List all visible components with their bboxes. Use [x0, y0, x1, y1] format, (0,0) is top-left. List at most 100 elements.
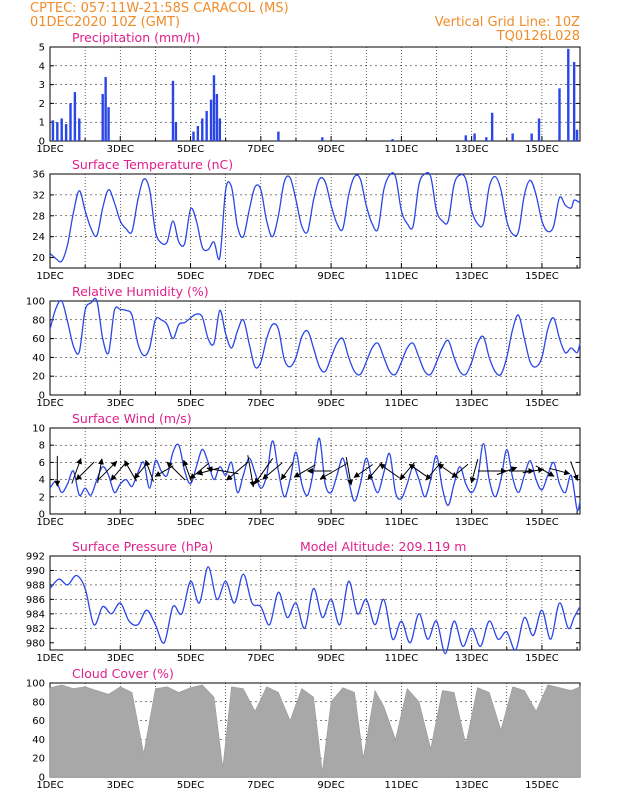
precip-bar	[485, 137, 488, 141]
cloud-xtick-label: 1DEC	[36, 780, 63, 791]
wind-arrow	[189, 462, 210, 480]
cloud-ytick-label: 20	[32, 754, 45, 765]
wind-xtick-label: 11DEC	[385, 517, 419, 528]
precip-bar	[511, 133, 514, 141]
cloud-xtick-label: 15DEC	[525, 780, 559, 791]
wind-arrow	[522, 467, 545, 474]
precip-title: Precipitation (mm/h)	[72, 30, 200, 45]
wind-xtick-label: 13DEC	[455, 517, 489, 528]
precip-bar	[196, 125, 200, 141]
precip-xtick-label: 11DEC	[385, 144, 419, 155]
pressure-panel: Surface Pressure (hPa) Model Altitude: 20…	[26, 539, 581, 664]
cloud-ytick-label: 80	[32, 697, 45, 708]
wind-line	[49, 437, 581, 512]
precip-bar	[51, 120, 55, 141]
rh-ytick-label: 80	[32, 315, 45, 326]
pressure-ytick-label: 980	[26, 638, 45, 649]
precip-bar	[69, 103, 72, 141]
pressure-xtick-label: 9DEC	[317, 653, 344, 664]
wind-arrow	[75, 461, 95, 481]
rh-panel: Relative Humidity (%) 0 20 40 60 80 100 1DEC 3DE…	[26, 284, 581, 409]
temp-xtick-label: 15DEC	[525, 271, 559, 282]
wind-arrow	[549, 467, 571, 476]
precip-bar	[391, 139, 394, 141]
pressure-ytick-label: 992	[26, 552, 45, 563]
wind-arrow	[437, 463, 459, 479]
cloud-xtick-label: 7DEC	[247, 780, 274, 791]
precip-ytick-label: 5	[39, 43, 45, 54]
precip-panel: Precipitation (mm/h) 0 1 2 3 4 5 1DEC 3DEC 5DEC 7D…	[36, 30, 581, 155]
temp-panel: Surface Temperature (nC) 20 24 28 32 36 1DEC 3D…	[32, 157, 581, 282]
pressure-ytick-label: 984	[26, 609, 45, 620]
pressure-line	[49, 566, 581, 655]
wind-arrow	[353, 464, 373, 478]
wind-arrow	[451, 463, 469, 479]
cloud-xtick-label: 11DEC	[385, 780, 419, 791]
precip-bar	[174, 122, 178, 141]
precip-bar	[321, 137, 324, 141]
precip-bar	[64, 124, 68, 141]
precip-bar	[192, 131, 195, 141]
precip-bar	[212, 75, 216, 141]
cloud-ytick-label: 40	[32, 735, 45, 746]
precip-bar	[215, 94, 219, 141]
wind-ytick-label: 4	[39, 475, 45, 486]
wind-arrow	[535, 465, 555, 477]
rh-ytick-label: 60	[32, 334, 45, 345]
precip-ytick-label: 1	[39, 118, 45, 129]
temp-ytick-label: 32	[32, 190, 45, 201]
wind-arrow	[379, 463, 401, 479]
rh-ytick-label: 20	[32, 372, 45, 383]
wind-arrow	[570, 461, 579, 481]
precip-bar	[104, 77, 107, 141]
rh-ytick-label: 0	[39, 391, 45, 402]
wind-arrow	[97, 458, 104, 484]
rh-line	[49, 297, 581, 376]
cloud-ytick-label: 100	[26, 679, 45, 690]
cloud-panel: Cloud Cover (%) 0 20 40 60 80 100 1DEC 3DEC 5DEC 7…	[26, 666, 581, 791]
rh-xtick-label: 15DEC	[525, 398, 559, 409]
wind-arrow	[262, 462, 283, 480]
wind-xtick-label: 1DEC	[36, 517, 63, 528]
rh-frame	[49, 300, 581, 396]
wind-ytick-label: 10	[32, 424, 45, 435]
rh-xtick-label: 3DEC	[107, 398, 134, 409]
pressure-xtick-label: 15DEC	[525, 653, 559, 664]
pressure-annotation: Model Altitude: 209.119 m	[300, 539, 466, 554]
precip-bar	[101, 94, 104, 141]
wind-ytick-label: 8	[39, 441, 45, 452]
temp-xtick-label: 13DEC	[455, 271, 489, 282]
cloud-ytick-label: 0	[39, 773, 45, 784]
wind-ytick-label: 2	[39, 492, 45, 503]
pressure-ytick-label: 986	[26, 595, 45, 606]
cloud-xtick-label: 5DEC	[177, 780, 204, 791]
precip-bar	[490, 112, 494, 141]
temp-xtick-label: 3DEC	[107, 271, 134, 282]
wind-arrow	[166, 461, 186, 481]
pressure-xtick-label: 1DEC	[36, 653, 63, 664]
temp-ytick-label: 20	[32, 253, 45, 264]
precip-bar	[73, 92, 77, 141]
temp-frame	[49, 173, 581, 269]
cloud-xtick-label: 9DEC	[317, 780, 344, 791]
precip-bar	[78, 118, 81, 141]
wind-xtick-label: 15DEC	[525, 517, 559, 528]
precip-xtick-label: 3DEC	[107, 144, 134, 155]
precip-bar	[572, 62, 576, 141]
precip-bar	[107, 107, 110, 141]
wind-arrow	[144, 459, 154, 482]
precip-xtick-label: 5DEC	[177, 144, 204, 155]
temp-xtick-label: 11DEC	[385, 271, 419, 282]
temp-line	[49, 171, 581, 263]
cloud-area	[49, 684, 581, 778]
precip-xtick-label: 15DEC	[525, 144, 559, 155]
temp-xtick-label: 7DEC	[247, 271, 274, 282]
header-grid-line: Vertical Grid Line: 10Z	[435, 15, 580, 30]
wind-arrow	[254, 458, 274, 485]
pressure-xtick-label: 11DEC	[385, 653, 419, 664]
wind-xtick-label: 3DEC	[107, 517, 134, 528]
rh-xtick-label: 1DEC	[36, 398, 63, 409]
wind-arrow	[97, 460, 118, 482]
cloud-ytick-label: 60	[32, 716, 45, 727]
wind-arrow	[345, 456, 354, 486]
